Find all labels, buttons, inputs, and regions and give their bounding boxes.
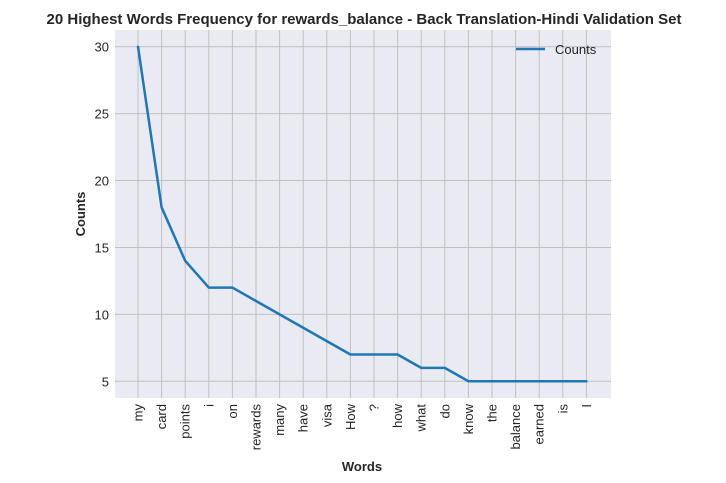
chart-title: 20 Highest Words Frequency for rewards_b… <box>47 11 682 28</box>
legend: Counts <box>516 42 597 57</box>
grid-lines <box>115 30 611 398</box>
y-tick-label: 30 <box>95 40 109 55</box>
x-tick-label: my <box>131 404 146 422</box>
legend-label-counts: Counts <box>555 42 597 57</box>
x-tick-label: how <box>390 403 405 427</box>
x-tick-label: i <box>201 404 216 407</box>
y-axis-ticks: 5 10 15 20 25 30 <box>95 40 109 390</box>
series-line-counts <box>136 45 588 383</box>
x-tick-label: ? <box>367 404 382 411</box>
plot-area <box>115 30 611 398</box>
y-tick-label: 5 <box>102 374 109 389</box>
x-tick-label: I <box>579 404 594 408</box>
x-axis-ticks: my card points i on rewards many have visa How? ho… <box>131 403 594 450</box>
y-tick-label: 15 <box>95 240 109 255</box>
x-tick-label: is <box>555 404 570 414</box>
x-tick-label: points <box>178 404 193 439</box>
x-tick-label: what <box>414 404 429 433</box>
x-tick-label: many <box>272 404 287 436</box>
x-tick-label: know <box>461 403 476 434</box>
x-tick-label: balance <box>508 404 523 450</box>
x-tick-label: How <box>343 403 358 430</box>
x-tick-label: rewards <box>249 404 264 451</box>
x-tick-label: the <box>485 404 500 422</box>
x-tick-label: visa <box>319 403 334 427</box>
x-tick-label: on <box>225 404 240 418</box>
x-tick-label: do <box>437 404 452 418</box>
x-tick-label: earned <box>532 404 547 444</box>
y-tick-label: 25 <box>95 107 109 122</box>
x-tick-label: card <box>154 404 169 429</box>
y-axis-label: Counts <box>73 192 88 237</box>
y-tick-label: 10 <box>95 307 109 322</box>
x-tick-label: have <box>296 404 311 432</box>
x-axis-label: Words <box>342 459 382 474</box>
y-tick-label: 20 <box>95 174 109 189</box>
